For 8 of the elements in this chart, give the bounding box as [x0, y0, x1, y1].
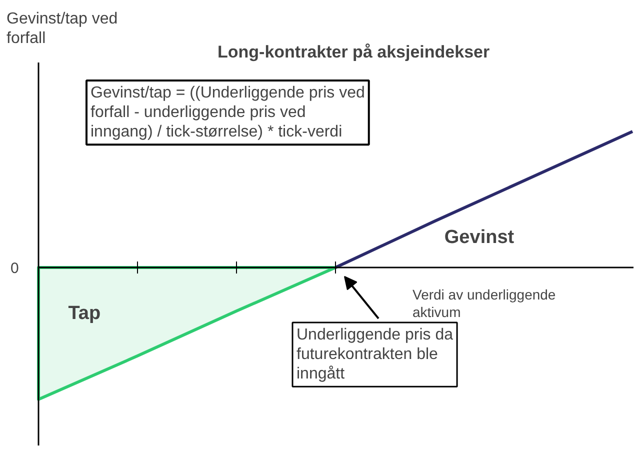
series-label: Tap — [68, 303, 101, 324]
text: 0 — [10, 260, 19, 277]
annotation: Underliggende pris da futurekontrakten ble inngått — [296, 326, 454, 383]
chart-title: Long-kontrakter på aksjeindekser — [218, 42, 490, 62]
text: Gevinst/tap ved forfall — [6, 10, 118, 48]
series-label: Gevinst — [444, 227, 515, 248]
annotation: Gevinst/tap = ((Underliggende pris ved forfall - underliggende pris ved inngang) / tick-størrelse) * tick-verdi — [90, 84, 365, 141]
x-axis-title: Verdi av underliggende aktivum — [412, 286, 556, 320]
